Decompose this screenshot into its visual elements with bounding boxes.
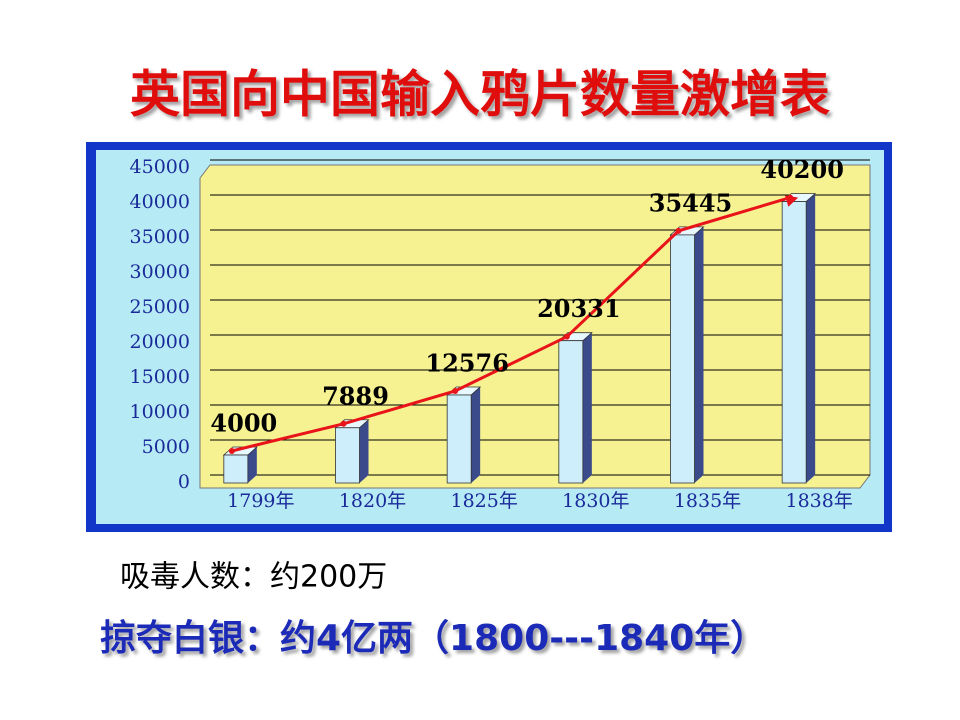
x-tick-label: 1820年 [339, 490, 406, 512]
bar [781, 201, 807, 484]
y-tick-label: 45000 [130, 156, 190, 178]
bar [335, 427, 360, 484]
line-point [563, 333, 570, 340]
bar-side [247, 447, 257, 483]
x-tick-label: 1825年 [450, 490, 517, 512]
value-label: 40200 [760, 155, 844, 184]
x-tick-label: 1799年 [227, 490, 294, 512]
bar-side [806, 193, 816, 483]
x-tick-label: 1835年 [674, 490, 741, 512]
value-label: 35445 [649, 188, 733, 217]
line-point [787, 194, 794, 201]
y-tick-label: 10000 [130, 401, 190, 423]
x-tick-label: 1838年 [785, 490, 852, 512]
line-point [675, 227, 682, 234]
bar-side [471, 386, 481, 483]
bar [223, 454, 249, 484]
trend-line [231, 196, 791, 453]
bar [446, 394, 472, 484]
bar [558, 340, 584, 484]
chart-title: 英国向中国输入鸦片数量激增表 [130, 66, 830, 124]
value-label: 4000 [210, 409, 277, 438]
y-tick-label: 20000 [130, 331, 190, 353]
y-tick-label: 5000 [142, 436, 190, 458]
value-label: 7889 [322, 381, 389, 410]
line-point [228, 448, 235, 454]
x-tick-label: 1830年 [562, 490, 629, 512]
y-tick-label: 40000 [130, 191, 190, 213]
y-tick-label: 15000 [130, 366, 190, 388]
y-tick-label: 0 [178, 471, 190, 493]
bar-side [694, 226, 704, 483]
line-point [340, 420, 347, 427]
bar [670, 234, 695, 484]
bar-side [582, 332, 592, 483]
y-tick-label: 30000 [130, 261, 190, 283]
note: 吸毒人数：约200万 [120, 560, 387, 595]
note: 掠夺白银：约4亿两（1800---1840年） [100, 618, 766, 659]
bar-side [359, 419, 369, 483]
y-tick-label: 25000 [130, 296, 190, 318]
line-point [452, 387, 459, 394]
y-tick-label: 35000 [130, 226, 190, 248]
value-label: 20331 [537, 294, 621, 323]
value-label: 12576 [425, 348, 509, 377]
